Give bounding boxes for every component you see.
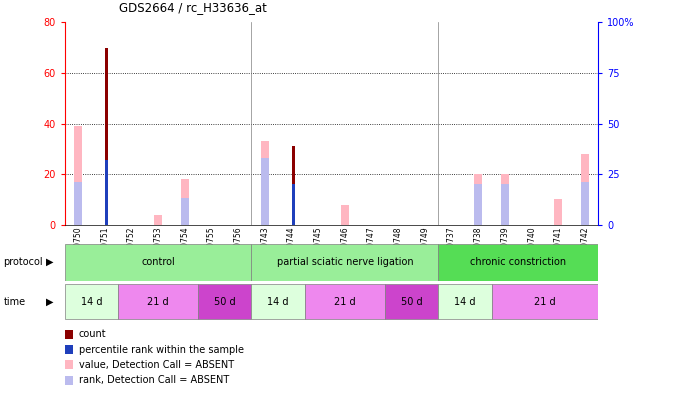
Bar	[385, 284, 438, 319]
Bar	[305, 284, 385, 319]
Text: ▶: ▶	[46, 257, 54, 267]
Text: GDS2664 / rc_H33636_at: GDS2664 / rc_H33636_at	[119, 1, 267, 14]
Bar	[554, 200, 562, 225]
Text: 14 d: 14 d	[454, 297, 476, 307]
Text: 50 d: 50 d	[214, 297, 235, 307]
Text: time: time	[3, 297, 26, 307]
Bar	[292, 184, 295, 225]
Bar	[181, 198, 189, 225]
Bar	[581, 182, 589, 225]
Bar	[260, 158, 269, 225]
Text: 14 d: 14 d	[267, 297, 289, 307]
Text: 14 d: 14 d	[80, 297, 102, 307]
Bar	[118, 284, 198, 319]
Bar	[252, 244, 438, 281]
Bar	[474, 174, 482, 225]
Text: 21 d: 21 d	[334, 297, 356, 307]
Bar	[105, 47, 108, 225]
Text: partial sciatic nerve ligation: partial sciatic nerve ligation	[277, 257, 413, 267]
Text: value, Detection Call = ABSENT: value, Detection Call = ABSENT	[79, 360, 234, 370]
Bar	[65, 284, 118, 319]
Bar	[581, 154, 589, 225]
Bar	[181, 179, 189, 225]
Bar	[438, 284, 492, 319]
Text: control: control	[141, 257, 175, 267]
Bar	[501, 174, 509, 225]
Bar	[438, 244, 598, 281]
Bar	[260, 141, 269, 225]
Text: percentile rank within the sample: percentile rank within the sample	[79, 345, 244, 354]
Text: rank, Detection Call = ABSENT: rank, Detection Call = ABSENT	[79, 375, 229, 385]
Bar	[474, 184, 482, 225]
Text: chronic constriction: chronic constriction	[471, 257, 566, 267]
Bar	[154, 215, 162, 225]
Text: ▶: ▶	[46, 297, 54, 307]
Bar	[501, 184, 509, 225]
Bar	[74, 126, 82, 225]
Bar	[198, 284, 252, 319]
Bar	[252, 284, 305, 319]
Text: count: count	[79, 329, 107, 339]
Bar	[292, 146, 295, 225]
Bar	[105, 160, 108, 225]
Bar	[74, 182, 82, 225]
Text: protocol: protocol	[3, 257, 43, 267]
Bar	[65, 244, 252, 281]
Text: 21 d: 21 d	[147, 297, 169, 307]
Bar	[341, 205, 349, 225]
Text: 21 d: 21 d	[534, 297, 556, 307]
Text: 50 d: 50 d	[401, 297, 422, 307]
Bar	[492, 284, 598, 319]
